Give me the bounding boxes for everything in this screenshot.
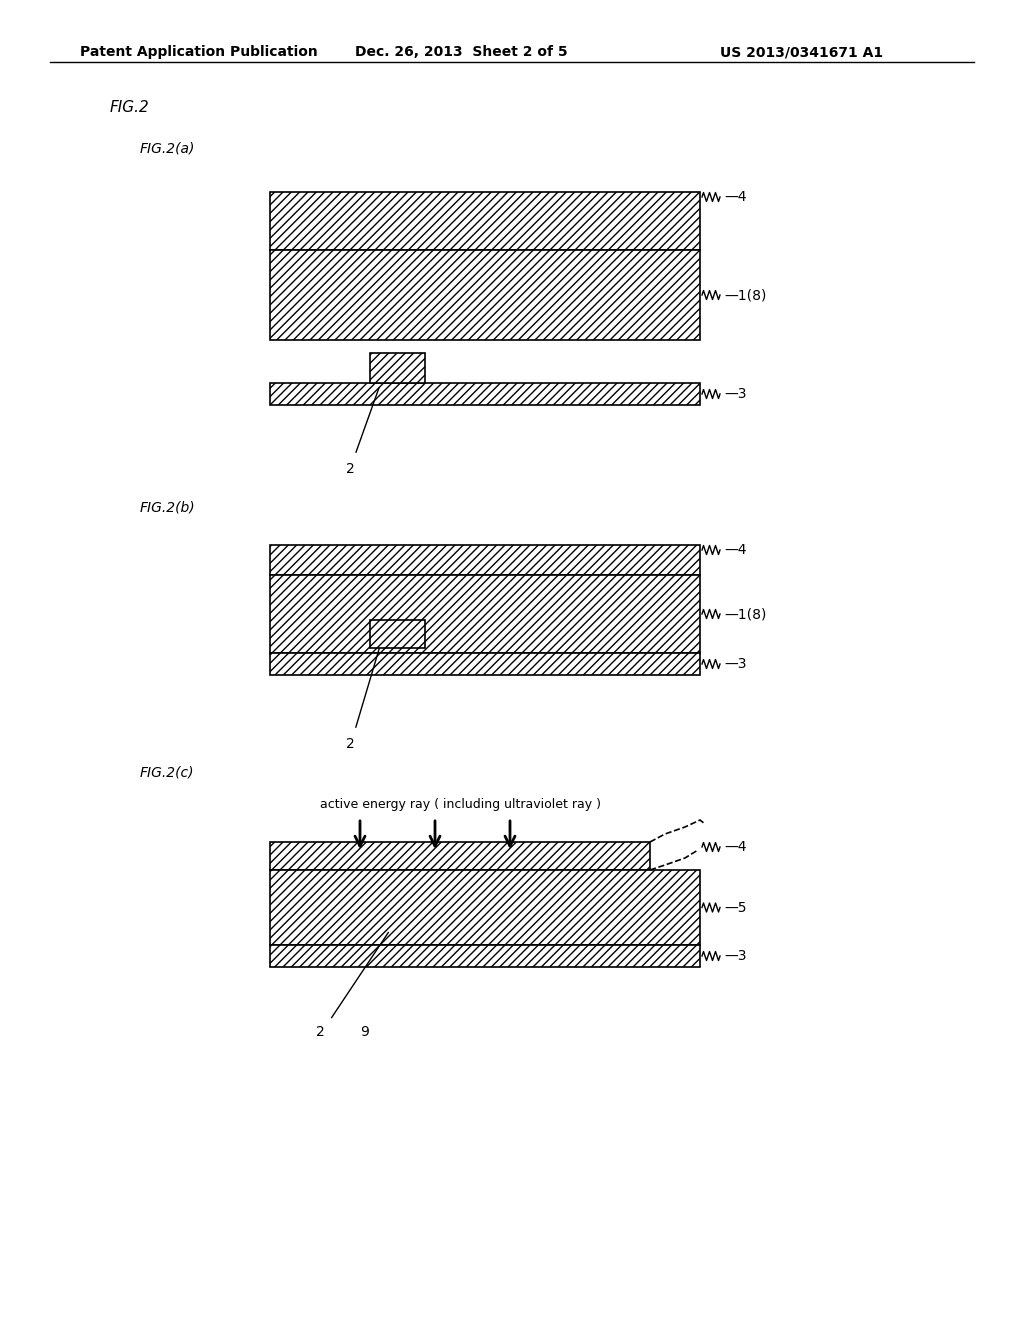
- Bar: [270, 249, 700, 341]
- Text: —3: —3: [724, 657, 746, 671]
- Text: 9: 9: [360, 1026, 370, 1039]
- Text: FIG.2(a): FIG.2(a): [140, 143, 196, 156]
- Bar: [370, 620, 425, 648]
- Text: —5: —5: [724, 900, 746, 915]
- Text: 2: 2: [315, 1026, 325, 1039]
- Text: —4: —4: [724, 543, 746, 557]
- Text: FIG.2(c): FIG.2(c): [140, 766, 195, 779]
- Text: 2: 2: [346, 462, 354, 477]
- Text: —3: —3: [724, 949, 746, 964]
- Text: —1(8): —1(8): [724, 288, 766, 302]
- Text: FIG.2(b): FIG.2(b): [140, 500, 196, 513]
- Text: Dec. 26, 2013  Sheet 2 of 5: Dec. 26, 2013 Sheet 2 of 5: [355, 45, 567, 59]
- Text: active energy ray ( including ultraviolet ray ): active energy ray ( including ultraviole…: [319, 799, 601, 810]
- Text: FIG.2: FIG.2: [110, 100, 150, 115]
- Bar: [270, 383, 700, 405]
- Bar: [270, 653, 700, 675]
- Text: 2: 2: [346, 737, 354, 751]
- Bar: [370, 352, 425, 383]
- Bar: [270, 870, 700, 945]
- Bar: [270, 576, 700, 653]
- Bar: [270, 842, 650, 870]
- Bar: [270, 545, 700, 576]
- Bar: [270, 945, 700, 968]
- Text: —4: —4: [724, 840, 746, 854]
- Bar: [270, 191, 700, 249]
- Text: Patent Application Publication: Patent Application Publication: [80, 45, 317, 59]
- Text: —4: —4: [724, 190, 746, 205]
- Text: —1(8): —1(8): [724, 607, 766, 620]
- Text: US 2013/0341671 A1: US 2013/0341671 A1: [720, 45, 883, 59]
- Text: —3: —3: [724, 387, 746, 401]
